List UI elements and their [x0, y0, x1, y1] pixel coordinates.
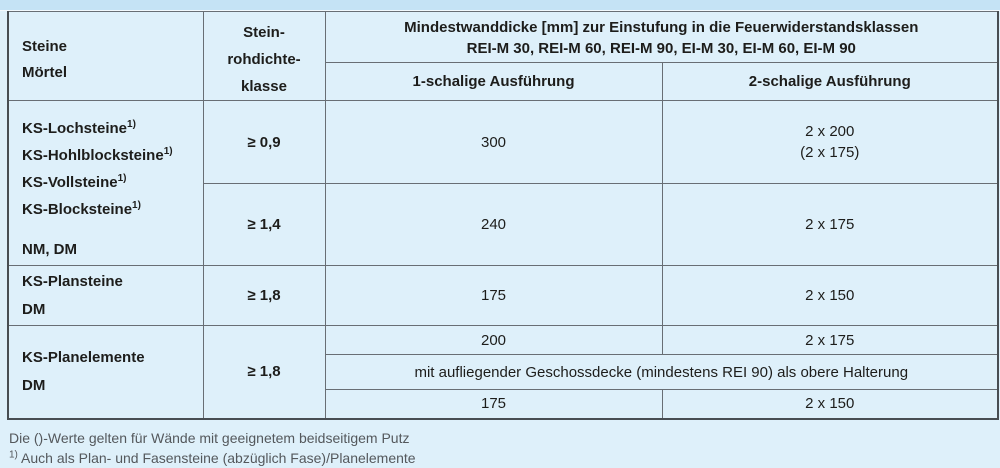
header-mindestwanddicke: Mindestwanddicke [mm] zur Einstufung in …	[324, 11, 999, 63]
cell-support-note: mit aufliegender Geschossdecke (mindeste…	[324, 354, 999, 390]
cell-density-18-plansteine: ≥ 1,8	[202, 265, 326, 326]
mortar-types: NM, DM	[22, 240, 77, 258]
header-row-sub: 1-schalige Ausführung 2-schalige Ausführ…	[8, 61, 999, 102]
footnote-ref: 1)	[127, 118, 136, 130]
header-1-schalige-ausfuehrung: 1-schalige Ausführung	[324, 61, 663, 102]
cell-single-leaf-plansteine: 175	[324, 265, 663, 326]
stone-type-vollsteine: KS-Vollsteine1)	[22, 169, 203, 196]
stone-name: KS-Lochsteine	[22, 119, 128, 137]
cell-double-leaf-planelemente-top: 2 x 175	[661, 325, 999, 355]
row-density-09: KS-Lochsteine1) KS-Hohlblocksteine1) KS-…	[7, 100, 999, 266]
footnote-ref: 1)	[117, 172, 127, 184]
row-planelemente-note: mit aufliegender Geschossdecke (mindeste…	[8, 354, 999, 390]
cell-single-leaf-planelemente-top: 200	[324, 325, 663, 355]
stone-type-lochsteine: KS-Lochsteine1)	[22, 115, 203, 142]
footnote-ref: 1)	[163, 145, 173, 157]
header-row-top: Steine Mörtel Stein- rohdichte- klasse M…	[7, 11, 999, 101]
table-footnotes: Die ()-Werte gelten für Wände mit geeign…	[0, 420, 1000, 468]
header-steinrohdichteklasse: Stein- rohdichte- klasse	[202, 11, 326, 101]
stone-type-blocksteine: KS-Blocksteine1)	[22, 196, 203, 223]
footnote-1-text: Auch als Plan- und Fasensteine (abzüglic…	[21, 449, 416, 466]
row-density-14: ≥ 1,4 240 2 x 175	[8, 183, 999, 266]
cell-single-leaf-14: 240	[324, 183, 663, 266]
cell-stone-types: KS-Lochsteine1) KS-Hohlblocksteine1) KS-…	[7, 100, 204, 266]
cell-single-leaf-09: 300	[324, 100, 663, 184]
footnote-ref: 1)	[132, 199, 141, 211]
stone-name: KS-Blocksteine	[22, 200, 133, 218]
stone-name: KS-Hohlblocksteine	[22, 146, 164, 164]
cell-density-09: ≥ 0,9	[202, 100, 326, 184]
row-planelemente-bottom: 175 2 x 150	[8, 389, 999, 419]
footnote-1-marker: 1)	[9, 448, 18, 460]
row-planelemente-top: KS-Planelemente DM ≥ 1,8 200 2 x 175	[7, 325, 999, 419]
cell-single-leaf-planelemente-bottom: 175	[324, 389, 663, 419]
cell-planelemente-label: KS-Planelemente DM	[7, 325, 204, 419]
cell-plansteine-label: KS-Plansteine DM	[7, 265, 204, 326]
cell-density-14: ≥ 1,4	[202, 183, 326, 266]
row-plansteine: KS-Plansteine DM ≥ 1,8 175 2 x 150	[7, 265, 999, 326]
footnote-1: 1) Auch als Plan- und Fasensteine (abzüg…	[9, 448, 1000, 468]
top-accent-strip	[0, 0, 1000, 11]
header-steine-moertel: Steine Mörtel	[7, 11, 204, 101]
stone-name: KS-Vollsteine	[22, 173, 118, 191]
cell-double-leaf-09: 2 x 200 (2 x 175)	[661, 100, 999, 184]
stone-type-hohlblocksteine: KS-Hohlblocksteine1)	[22, 142, 203, 169]
header-2-schalige-ausfuehrung: 2-schalige Ausführung	[661, 61, 999, 102]
footnote-putz: Die ()-Werte gelten für Wände mit geeign…	[9, 429, 410, 446]
cell-double-leaf-plansteine: 2 x 150	[661, 265, 999, 326]
cell-density-18-planelemente: ≥ 1,8	[202, 325, 326, 419]
cell-double-leaf-planelemente-bottom: 2 x 150	[661, 389, 999, 419]
fire-resistance-table: Steine Mörtel Stein- rohdichte- klasse M…	[7, 11, 1000, 420]
cell-double-leaf-14: 2 x 175	[661, 183, 999, 266]
